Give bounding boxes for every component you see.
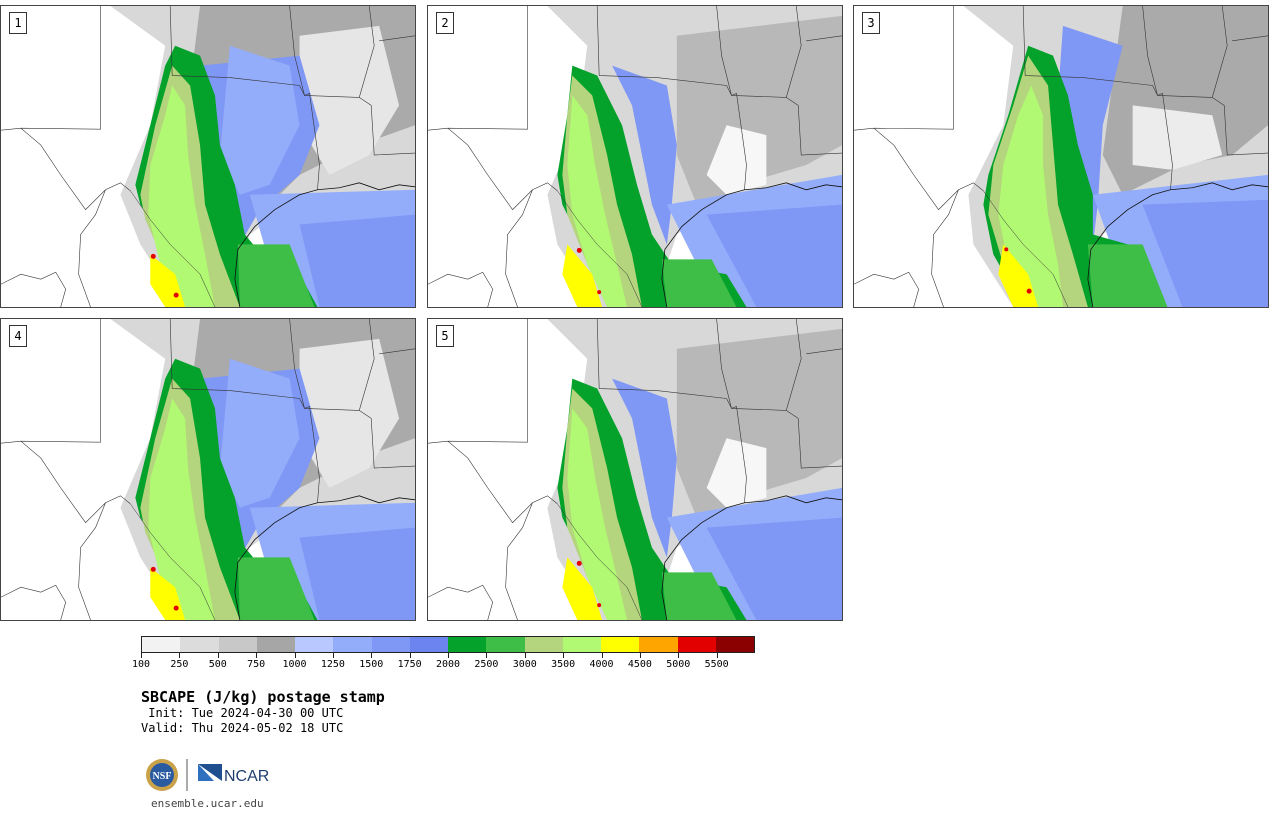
colorbar-swatch [218,637,257,652]
forecast-panel-3: 3 [853,5,1269,308]
colorbar-swatch [639,637,678,652]
cape-map [1,319,415,620]
cape-map [428,6,842,307]
cape-map [428,319,842,620]
colorbar-tick [486,653,488,658]
colorbar-tick [217,653,219,658]
colorbar-swatch [180,637,219,652]
colorbar-swatch [142,637,181,652]
colorbar-swatch [715,637,754,652]
colorbar-tick-label: 1750 [397,659,422,670]
cape-map [1,6,415,307]
svg-text:NCAR: NCAR [224,768,269,785]
svg-text:NSF: NSF [153,771,172,782]
colorbar-tick [409,653,411,658]
colorbar-swatch [371,637,410,652]
colorbar-swatch [448,637,487,652]
colorbar-tick-label: 3500 [551,659,576,670]
colorbar-tick-label: 500 [208,659,227,670]
colorbar-tick [141,653,142,658]
colorbar-tick-label: 750 [247,659,266,670]
panel-number: 2 [436,12,454,34]
colorbar-swatch [256,637,295,652]
colorbar-swatch [295,637,334,652]
panel-number: 4 [9,325,27,347]
colorbar-tick-label: 5000 [666,659,691,670]
nsf-ncar-logo: NSF NCAR [146,759,269,791]
colorbar-tick [294,653,296,658]
chart-title: SBCAPE (J/kg) postage stamp [141,688,385,706]
panel-number: 3 [862,12,880,34]
init-time: Init: Tue 2024-04-30 00 UTC [141,706,344,720]
colorbar-tick [563,653,565,658]
colorbar-swatch [333,637,372,652]
panel-number: 5 [436,325,454,347]
colorbar-tick-label: 4500 [627,659,652,670]
forecast-panel-4: 4 [0,318,416,621]
colorbar-swatch [524,637,563,652]
sponsor-logos: NSF NCAR [144,757,274,793]
colorbar-tick [524,653,526,658]
colorbar-tick-label: 3000 [512,659,537,670]
colorbar-tick [256,653,258,658]
colorbar-tick-label: 5500 [704,659,729,670]
colorbar-tick [179,653,181,658]
colorbar-swatch [409,637,448,652]
colorbar-tick [601,653,603,658]
forecast-panel-2: 2 [427,5,843,308]
colorbar [141,636,755,653]
colorbar-swatch [601,637,640,652]
colorbar-tick-label: 4000 [589,659,614,670]
colorbar-tick-label: 1500 [359,659,384,670]
colorbar-swatch [562,637,601,652]
colorbar-ticks: 100 250 500 750 1000 1250 1500 1750 2000 2500 3000… [132,653,755,673]
colorbar-tick-label: 250 [170,659,189,670]
panel-number: 1 [9,12,27,34]
colorbar-tick-label: 1000 [282,659,307,670]
colorbar-tick [716,653,718,658]
colorbar-tick [371,653,373,658]
colorbar-swatch [486,637,525,652]
colorbar-swatch [677,637,716,652]
colorbar-tick-label: 1250 [320,659,345,670]
forecast-panel-5: 5 [427,318,843,621]
valid-time: Valid: Thu 2024-05-02 18 UTC [141,721,344,735]
colorbar-tick [332,653,334,658]
cape-map [854,6,1268,307]
colorbar-tick-label: 2500 [474,659,499,670]
colorbar-tick [448,653,449,658]
colorbar-tick [678,653,680,658]
colorbar-tick-label: 2000 [435,659,461,670]
forecast-panel-1: 1 [0,5,416,308]
colorbar-tick [639,653,641,658]
website-url: ensemble.ucar.edu [151,797,264,810]
colorbar-tick-label: 100 [131,659,151,670]
